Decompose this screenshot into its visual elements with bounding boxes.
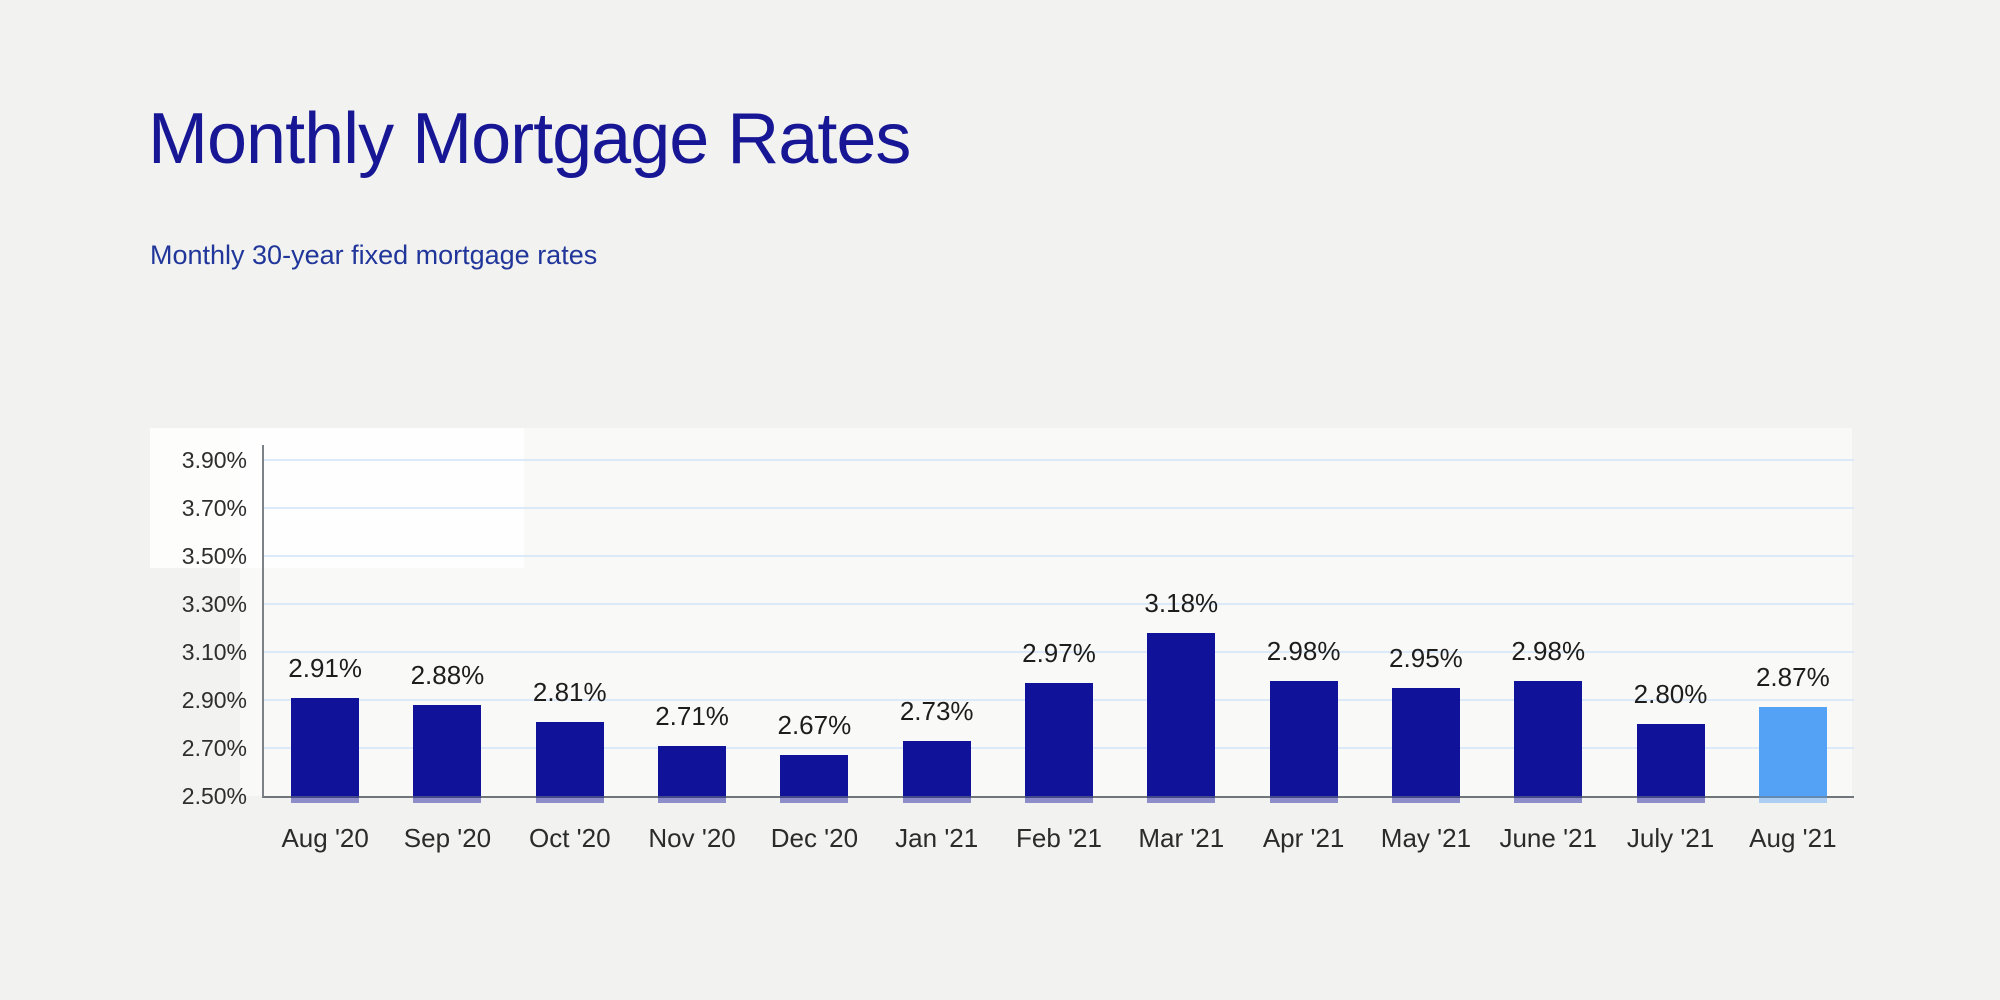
- bar: [1514, 680, 1583, 803]
- x-tick-label: Apr '21: [1262, 823, 1345, 853]
- x-tick-label: June '21: [1499, 823, 1597, 853]
- x-tick-label: Jan '21: [895, 823, 979, 853]
- bar-foot-shadow: [1147, 796, 1216, 803]
- bar: [1269, 680, 1338, 803]
- bar: [658, 745, 727, 803]
- bar-foot-shadow: [1391, 796, 1460, 803]
- bar: [1758, 707, 1827, 803]
- bar-value-label: 2.87%: [1755, 662, 1830, 693]
- x-tick-label: July '21: [1626, 823, 1715, 853]
- gridline: [264, 507, 1854, 509]
- bar: [1391, 688, 1460, 803]
- bar-foot-shadow: [1269, 796, 1338, 803]
- bar-value-label: 2.81%: [532, 676, 607, 707]
- bar-value-label: 2.91%: [288, 652, 363, 683]
- chart-subtitle: Monthly 30-year fixed mortgage rates: [150, 240, 598, 270]
- bar-value-label: 2.97%: [1022, 638, 1096, 669]
- bar-value-label: 2.67%: [777, 710, 852, 741]
- x-tick-label: Feb '21: [1016, 823, 1102, 853]
- bar-foot-shadow: [780, 796, 849, 803]
- bar-value-label: 2.73%: [899, 695, 974, 726]
- x-tick-label: May '21: [1380, 823, 1472, 853]
- bar: [902, 740, 971, 803]
- y-tick-label: 2.70%: [181, 735, 247, 761]
- y-tick-label: 2.90%: [181, 687, 247, 713]
- x-tick-label: Mar '21: [1138, 823, 1225, 853]
- x-tick-label: Aug '20: [281, 823, 369, 853]
- gridline: [264, 603, 1854, 605]
- x-tick-label: Dec '20: [770, 823, 859, 853]
- bar-value-label: 2.98%: [1511, 635, 1586, 666]
- bar-value-label: 2.95%: [1389, 643, 1463, 673]
- chart-title: Monthly Mortgage Rates: [148, 99, 911, 179]
- gridline: [264, 651, 1854, 653]
- bar-foot-shadow: [902, 796, 971, 803]
- bar: [413, 704, 482, 803]
- bar: [291, 697, 360, 803]
- y-tick-label: 3.70%: [181, 495, 247, 521]
- bar-value-label: 2.71%: [655, 700, 729, 731]
- y-tick-label: 2.50%: [181, 783, 247, 809]
- bar-value-label: 2.98%: [1266, 635, 1341, 666]
- bar-value-label: 2.88%: [410, 659, 485, 690]
- y-tick-label: 3.30%: [181, 591, 247, 617]
- y-tick-label: 3.50%: [181, 543, 247, 569]
- gridline: [264, 555, 1854, 557]
- plot-area: 2.50% 2.70% 2.90% 3.10% 3.30% 3.50% 3.70% 3.90%…: [182, 445, 1854, 853]
- bar-foot-shadow: [291, 796, 360, 803]
- bar-foot-shadow: [1514, 796, 1583, 803]
- bar-value-label: 3.18%: [1144, 587, 1219, 618]
- x-tick-label: Oct '20: [528, 823, 611, 853]
- x-tick-label: Aug '21: [1749, 823, 1837, 853]
- bar-foot-shadow: [413, 796, 482, 803]
- bar: [1147, 632, 1216, 803]
- y-tick-label: 3.10%: [181, 639, 247, 665]
- bar: [1636, 724, 1705, 803]
- bar: [1025, 683, 1093, 803]
- bar-foot-shadow: [658, 796, 727, 803]
- bar-foot-shadow: [1025, 796, 1093, 803]
- x-tick-label: Nov '20: [648, 823, 736, 853]
- bar: [535, 721, 604, 803]
- bar-foot-shadow: [535, 796, 604, 803]
- gridline: [264, 459, 1854, 461]
- bar-foot-shadow: [1758, 796, 1827, 803]
- bar-foot-shadow: [1636, 796, 1705, 803]
- bar-value-label: 2.80%: [1633, 679, 1708, 709]
- x-tick-label: Sep '20: [403, 823, 492, 853]
- y-tick-label: 3.90%: [181, 447, 247, 473]
- bar: [780, 755, 849, 803]
